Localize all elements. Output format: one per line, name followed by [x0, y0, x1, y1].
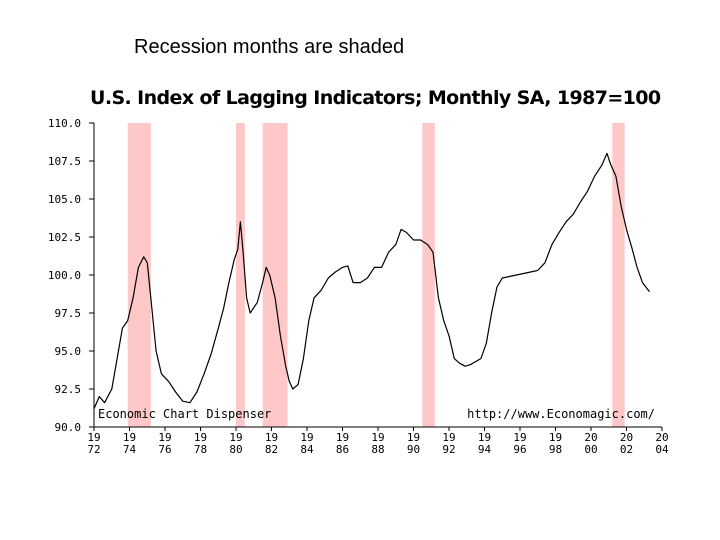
y-tick-label: 97.5	[55, 307, 82, 320]
x-tick-label-bottom: 80	[229, 443, 242, 456]
x-tick-label-top: 19	[194, 431, 207, 444]
x-tick-label-top: 19	[300, 431, 313, 444]
x-tick-label-bottom: 92	[442, 443, 455, 456]
recession-band-1	[236, 123, 245, 427]
y-tick-label: 100.0	[48, 269, 81, 282]
x-tick-label-bottom: 94	[478, 443, 492, 456]
x-tick-label-top: 19	[371, 431, 384, 444]
x-tick-label-top: 19	[407, 431, 420, 444]
slide-caption: Recession months are shaded	[134, 36, 405, 58]
x-tick-label-top: 19	[478, 431, 491, 444]
x-tick-label-bottom: 72	[87, 443, 100, 456]
series-layer	[93, 152, 651, 410]
y-tick-label: 105.0	[48, 193, 81, 206]
x-tick-label-top: 19	[513, 431, 526, 444]
annotation-left: Economic Chart Dispenser	[98, 407, 271, 421]
x-tick-label-bottom: 00	[584, 443, 597, 456]
x-tick-label-bottom: 84	[300, 443, 314, 456]
x-tick-label-top: 19	[265, 431, 278, 444]
x-tick-label-top: 20	[584, 431, 597, 444]
x-tick-label-bottom: 74	[123, 443, 137, 456]
x-tick-label-bottom: 86	[336, 443, 349, 456]
y-tick-label: 107.5	[48, 155, 81, 168]
y-tick-label: 90.0	[55, 421, 82, 434]
x-tick-label-top: 19	[229, 431, 242, 444]
x-tick-label-top: 19	[158, 431, 171, 444]
chart-title: U.S. Index of Lagging Indicators; Monthl…	[90, 87, 661, 109]
recession-band-3	[422, 123, 435, 427]
x-tick-label-bottom: 82	[265, 443, 278, 456]
recession-band-4	[612, 123, 625, 427]
y-tick-label: 102.5	[48, 231, 81, 244]
x-tick-label-bottom: 88	[371, 443, 384, 456]
recession-band-2	[262, 123, 288, 427]
x-tick-label-bottom: 90	[407, 443, 420, 456]
x-tick-label-top: 19	[549, 431, 562, 444]
recession-bands	[127, 123, 625, 427]
y-tick-label: 110.0	[48, 117, 81, 130]
x-tick-label-bottom: 96	[513, 443, 526, 456]
chart-axes: 110.0 107.5 105.0 102.5 100.0 97.5 95.0 92.5 90.…	[48, 117, 669, 456]
x-tick-label-bottom: 76	[158, 443, 171, 456]
series-line-0	[93, 152, 651, 410]
x-tick-label-top: 20	[655, 431, 668, 444]
x-tick-label-top: 19	[336, 431, 349, 444]
x-tick-label-top: 20	[620, 431, 633, 444]
x-tick-label-top: 19	[87, 431, 100, 444]
x-tick-label-bottom: 02	[620, 443, 633, 456]
y-tick-label: 95.0	[55, 345, 82, 358]
annotation-right: http://www.Economagic.com/	[467, 407, 655, 421]
y-tick-label: 92.5	[55, 383, 82, 396]
x-tick-label-bottom: 78	[194, 443, 207, 456]
x-tick-label-bottom: 98	[549, 443, 562, 456]
recession-band-0	[127, 123, 151, 427]
x-tick-label-bottom: 04	[655, 443, 669, 456]
x-tick-label-top: 19	[442, 431, 455, 444]
x-tick-label-top: 19	[123, 431, 136, 444]
